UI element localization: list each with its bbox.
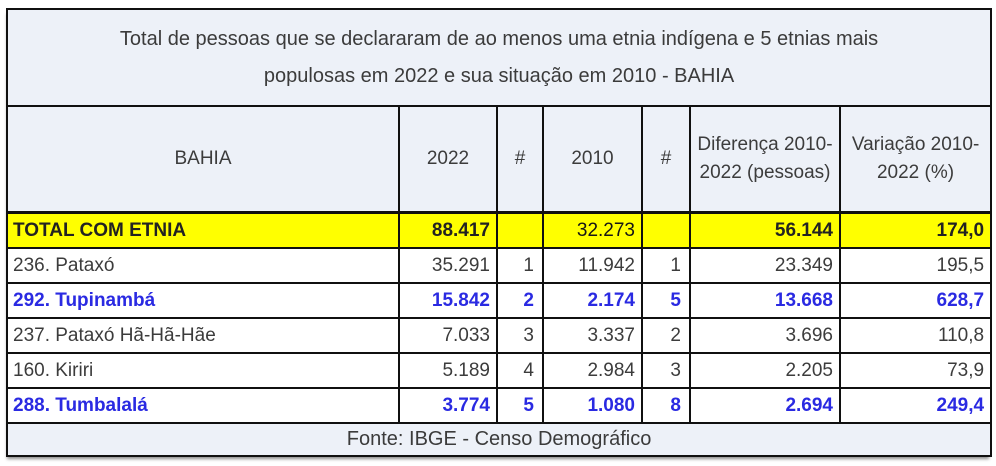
cell-2022: 5.189	[398, 352, 498, 389]
cell-diferenca: 2.205	[689, 352, 841, 389]
col-header-variacao: Variação 2010-2022 (%)	[838, 105, 993, 214]
cell-rank-2010	[641, 211, 691, 249]
cell-name: 160. Kiriri	[6, 352, 400, 389]
cell-name: 292. Tupinambá	[6, 282, 400, 319]
table-source: Fonte: IBGE - Censo Demográfico	[5, 422, 993, 457]
indigenous-ethnicity-table: Total de pessoas que se declararam de ao…	[5, 8, 993, 457]
cell-name: TOTAL COM ETNIA	[6, 211, 400, 249]
cell-rank-2010: 5	[641, 282, 691, 319]
cell-diferenca: 23.349	[689, 247, 841, 284]
cell-2022: 88.417	[398, 211, 498, 249]
cell-diferenca: 2.694	[689, 387, 841, 424]
cell-rank-2022	[496, 211, 544, 249]
table-title: Total de pessoas que se declararam de ao…	[119, 27, 879, 87]
table-row-highlight-blue: 292. Tupinambá 15.842 2 2.174 5 13.668 6…	[6, 282, 993, 319]
cell-rank-2010: 1	[641, 247, 691, 284]
cell-name: 236. Pataxó	[6, 247, 400, 284]
col-header-rank-2010: #	[641, 105, 691, 214]
cell-2022: 35.291	[398, 247, 498, 284]
table-row: 236. Pataxó 35.291 1 11.942 1 23.349 195…	[6, 247, 993, 284]
table-row: 237. Pataxó Hã-Hã-Hãe 7.033 3 3.337 2 3.…	[6, 317, 993, 354]
cell-2010: 3.337	[542, 317, 643, 354]
cell-rank-2022: 1	[496, 247, 544, 284]
cell-2022: 15.842	[398, 282, 498, 319]
cell-variacao: 174,0	[838, 211, 993, 249]
cell-variacao: 249,4	[838, 387, 993, 424]
table-row: 160. Kiriri 5.189 4 2.984 3 2.205 73,9	[6, 352, 993, 389]
cell-2022: 7.033	[398, 317, 498, 354]
cell-2010: 11.942	[542, 247, 643, 284]
cell-rank-2022: 5	[496, 387, 544, 424]
cell-variacao: 110,8	[838, 317, 993, 354]
cell-diferenca: 56.144	[689, 211, 841, 249]
col-header-diferenca: Diferença 2010-2022 (pessoas)	[689, 105, 841, 214]
cell-rank-2010: 2	[641, 317, 691, 354]
cell-variacao: 628,7	[838, 282, 993, 319]
table-header-row: BAHIA 2022 # 2010 # Diferença 2010-2022 …	[6, 105, 993, 214]
cell-2010: 32.273	[542, 211, 643, 249]
cell-rank-2010: 8	[641, 387, 691, 424]
cell-variacao: 195,5	[838, 247, 993, 284]
col-header-rank-2022: #	[496, 105, 544, 214]
cell-rank-2022: 2	[496, 282, 544, 319]
cell-2022: 3.774	[398, 387, 498, 424]
cell-diferenca: 13.668	[689, 282, 841, 319]
table-row-total: TOTAL COM ETNIA 88.417 32.273 56.144 174…	[6, 211, 993, 249]
cell-2010: 2.174	[542, 282, 643, 319]
cell-rank-2022: 4	[496, 352, 544, 389]
table-title-row: Total de pessoas que se declararam de ao…	[5, 8, 993, 107]
col-header-2022: 2022	[398, 105, 498, 214]
cell-name: 288. Tumbalalá	[6, 387, 400, 424]
table-title-cell: Total de pessoas que se declararam de ao…	[5, 8, 993, 107]
cell-rank-2022: 3	[496, 317, 544, 354]
col-header-2010: 2010	[542, 105, 643, 214]
col-header-bahia: BAHIA	[6, 105, 400, 214]
table-footer-row: Fonte: IBGE - Censo Demográfico	[5, 422, 993, 457]
cell-2010: 1.080	[542, 387, 643, 424]
cell-name: 237. Pataxó Hã-Hã-Hãe	[6, 317, 400, 354]
cell-rank-2010: 3	[641, 352, 691, 389]
cell-diferenca: 3.696	[689, 317, 841, 354]
cell-variacao: 73,9	[838, 352, 993, 389]
table-row-highlight-blue: 288. Tumbalalá 3.774 5 1.080 8 2.694 249…	[6, 387, 993, 424]
cell-2010: 2.984	[542, 352, 643, 389]
